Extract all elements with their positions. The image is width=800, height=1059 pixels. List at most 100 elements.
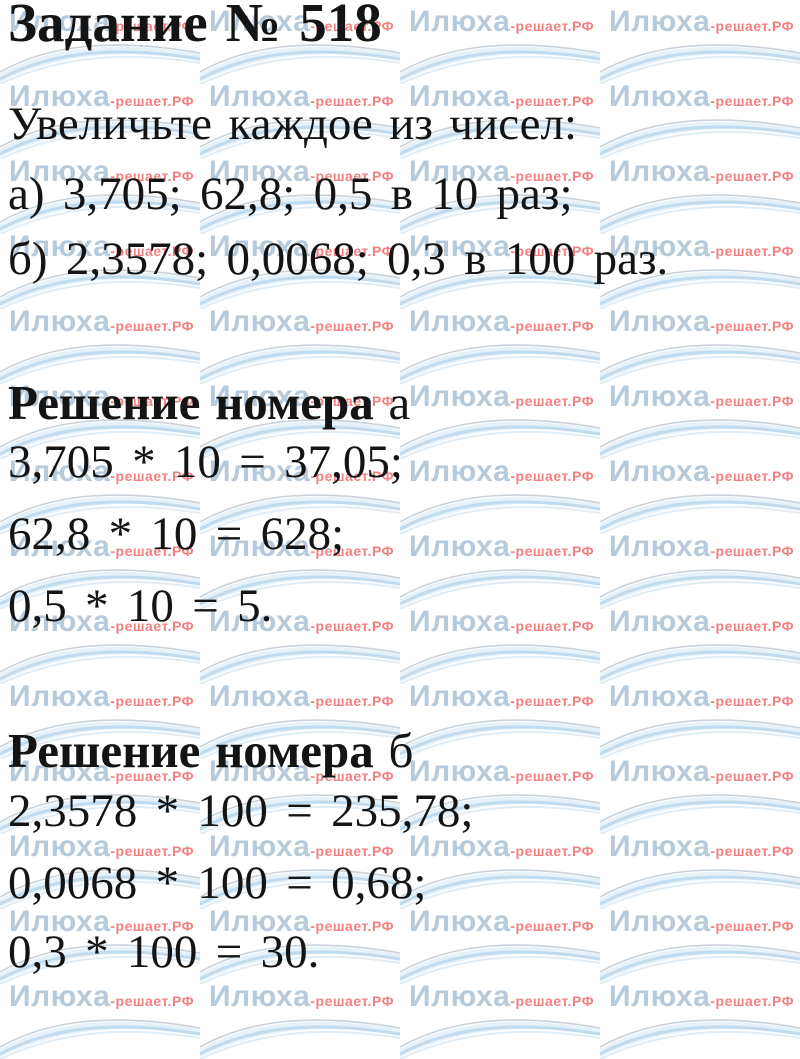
watermark-suffix-label: -решает.РФ	[110, 693, 195, 709]
solution-a-heading-letter: а	[373, 375, 411, 430]
watermark-suffix-label: -решает.РФ	[310, 468, 395, 484]
watermark-suffix-label: -решает.РФ	[110, 168, 195, 184]
watermark-tile: Илюха-решает.РФ	[600, 307, 800, 384]
watermark-suffix-label: -решает.РФ	[310, 393, 395, 409]
watermark-suffix-label: -решает.РФ	[310, 918, 395, 934]
watermark-tile: Илюха-решает.РФ	[400, 757, 600, 834]
watermark-brand-label: Илюха	[609, 455, 711, 488]
wave-decoration-icon	[200, 794, 400, 834]
wave-decoration-icon	[600, 644, 800, 684]
watermark-suffix-label: -решает.РФ	[310, 618, 395, 634]
watermark-suffix-label: -решает.РФ	[510, 543, 595, 559]
watermark-suffix-label: -решает.РФ	[710, 393, 795, 409]
watermark-text: Илюха-решает.РФ	[600, 907, 800, 937]
watermark-text: Илюха-решает.РФ	[200, 832, 400, 862]
watermark-tile: Илюха-решает.РФ	[200, 832, 400, 909]
watermark-brand-label: Илюха	[409, 80, 511, 113]
watermark-tile: Илюха-решает.РФ	[0, 682, 200, 759]
solution-b-heading-bold: Решение номера	[8, 723, 374, 778]
watermark-suffix-label: -решает.РФ	[710, 918, 795, 934]
wave-decoration-icon	[600, 569, 800, 609]
watermark-text: Илюха-решает.РФ	[200, 682, 400, 712]
watermark-brand-label: Илюха	[409, 455, 511, 488]
watermark-suffix-label: -решает.РФ	[510, 393, 595, 409]
problem-intro: Увеличьте каждое из чисел:	[8, 98, 578, 150]
wave-decoration-icon	[0, 419, 200, 459]
watermark-brand-label: Илюха	[209, 380, 311, 413]
wave-decoration-icon	[200, 944, 400, 984]
watermark-brand-label: Илюха	[409, 755, 511, 788]
watermark-tile: Илюха-решает.РФ	[200, 307, 400, 384]
watermark-tile: Илюха-решает.РФ	[0, 982, 200, 1059]
watermark-text: Илюха-решает.РФ	[600, 832, 800, 862]
watermark-suffix-label: -решает.РФ	[710, 543, 795, 559]
watermark-brand-label: Илюха	[409, 5, 511, 38]
watermark-suffix-label: -решает.РФ	[710, 618, 795, 634]
watermark-text: Илюха-решает.РФ	[400, 607, 600, 637]
problem-item-a: а) 3,705; 62,8; 0,5 в 10 раз;	[8, 168, 573, 220]
watermark-brand-label: Илюха	[609, 605, 711, 638]
watermark-brand-label: Илюха	[409, 905, 511, 938]
watermark-text: Илюха-решает.РФ	[400, 82, 600, 112]
watermark-brand-label: Илюха	[609, 80, 711, 113]
watermark-text: Илюха-решает.РФ	[0, 757, 200, 787]
wave-decoration-icon	[0, 569, 200, 609]
wave-decoration-icon	[0, 269, 200, 309]
watermark-suffix-label: -решает.РФ	[710, 318, 795, 334]
watermark-brand-label: Илюха	[209, 155, 311, 188]
watermark-text: Илюха-решает.РФ	[400, 307, 600, 337]
watermark-text: Илюха-решает.РФ	[0, 7, 200, 37]
watermark-text: Илюха-решает.РФ	[400, 757, 600, 787]
solution-a-line: 0,5 * 10 = 5.	[8, 580, 273, 632]
watermark-text: Илюха-решает.РФ	[400, 157, 600, 187]
watermark-brand-label: Илюха	[609, 380, 711, 413]
watermark-brand-label: Илюха	[9, 905, 111, 938]
watermark-tile: Илюха-решает.РФ	[200, 607, 400, 684]
watermark-text: Илюха-решает.РФ	[600, 382, 800, 412]
watermark-text: Илюха-решает.РФ	[0, 382, 200, 412]
watermark-brand-label: Илюха	[409, 530, 511, 563]
watermark-brand-label: Илюха	[9, 155, 111, 188]
watermark-tile: Илюха-решает.РФ	[600, 605, 800, 684]
watermark-brand-label: Илюха	[9, 530, 111, 563]
wave-decoration-icon	[400, 119, 600, 159]
watermark-suffix-label: -решает.РФ	[710, 768, 795, 784]
wave-decoration-icon	[600, 419, 800, 459]
watermark-tile: Илюха-решает.РФ	[200, 5, 400, 84]
wave-decoration-icon	[0, 719, 200, 759]
wave-decoration-icon	[600, 869, 800, 909]
watermark-tile: Илюха-решает.РФ	[600, 232, 800, 309]
watermark-text: Илюха-решает.РФ	[0, 682, 200, 712]
watermark-text: Илюха-решает.РФ	[600, 457, 800, 487]
watermark-tile: Илюха-решает.РФ	[0, 530, 200, 609]
wave-decoration-icon	[0, 344, 200, 384]
watermark-brand-label: Илюха	[409, 605, 511, 638]
watermark-suffix-label: -решает.РФ	[110, 543, 195, 559]
wave-decoration-icon	[200, 119, 400, 159]
watermark-text: Илюха-решает.РФ	[200, 532, 400, 562]
watermark-suffix-label: -решает.РФ	[110, 768, 195, 784]
watermark-text: Илюха-решает.РФ	[600, 532, 800, 562]
watermark-text: Илюха-решает.РФ	[0, 832, 200, 862]
watermark-brand-label: Илюха	[409, 380, 511, 413]
watermark-suffix-label: -решает.РФ	[510, 993, 595, 1009]
wave-decoration-icon	[400, 44, 600, 84]
watermark-suffix-label: -решает.РФ	[110, 993, 195, 1009]
watermark-suffix-label: -решает.РФ	[510, 318, 595, 334]
wave-decoration-icon	[0, 1019, 200, 1059]
watermark-suffix-label: -решает.РФ	[710, 993, 795, 1009]
watermark-tile: Илюха-решает.РФ	[200, 232, 400, 309]
watermark-text: Илюха-решает.РФ	[400, 457, 600, 487]
wave-decoration-icon	[400, 794, 600, 834]
watermark-text: Илюха-решает.РФ	[600, 232, 800, 262]
watermark-tile: Илюха-решает.РФ	[400, 5, 600, 84]
watermark-suffix-label: -решает.РФ	[710, 93, 795, 109]
watermark-text: Илюха-решает.РФ	[0, 157, 200, 187]
watermark-text: Илюха-решает.РФ	[0, 232, 200, 262]
watermark-tile: Илюха-решает.РФ	[400, 982, 600, 1059]
solution-b-heading-letter: б	[373, 723, 414, 778]
task-content: Задание № 518 Увеличьте каждое из чисел:…	[8, 0, 668, 978]
watermark-brand-label: Илюха	[209, 5, 311, 38]
watermark-text: Илюха-решает.РФ	[0, 907, 200, 937]
